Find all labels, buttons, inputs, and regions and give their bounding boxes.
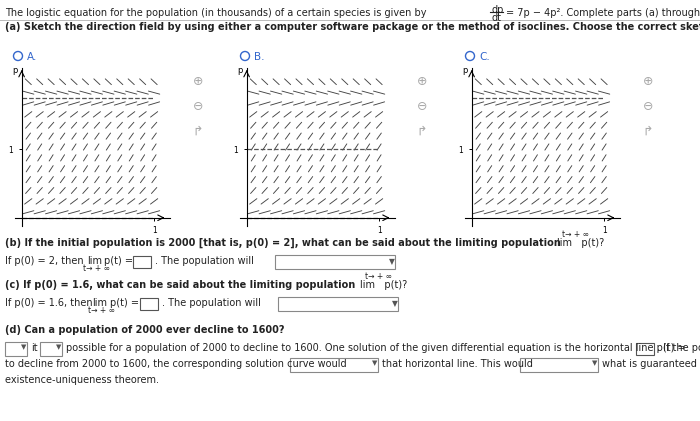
Text: (b) If the initial population is 2000 [that is, p(0) = 2], what can be said abou: (b) If the initial population is 2000 [t… (5, 238, 561, 248)
Text: ⊕: ⊕ (643, 75, 653, 88)
Text: that horizontal line. This would: that horizontal line. This would (382, 359, 533, 369)
Bar (290, 358, 378, 372)
Text: ↱: ↱ (643, 125, 653, 138)
Text: ▼: ▼ (21, 344, 27, 350)
Text: p(t) =: p(t) = (110, 298, 139, 308)
Text: it: it (31, 343, 38, 353)
Bar (520, 358, 598, 372)
Text: p: p (13, 66, 18, 75)
Text: = 7p − 4p². Complete parts (a) through (d) below.: = 7p − 4p². Complete parts (a) through (… (506, 8, 700, 18)
Text: (c) If p(0) = 1.6, what can be said about the limiting population: (c) If p(0) = 1.6, what can be said abou… (5, 280, 355, 290)
Text: possible for a population of 2000 to decline to 1600. One solution of the given : possible for a population of 2000 to dec… (66, 343, 685, 353)
Text: p: p (462, 66, 468, 75)
Text: ▼: ▼ (56, 344, 62, 350)
Text: t→ + ∞: t→ + ∞ (88, 306, 115, 315)
Text: . If the population were: . If the population were (657, 343, 700, 353)
Text: ↱: ↱ (193, 125, 203, 138)
Text: . The population will: . The population will (155, 256, 254, 266)
Bar (636, 343, 654, 355)
Text: t→ + ∞: t→ + ∞ (83, 264, 110, 273)
Bar (140, 298, 158, 310)
Bar (40, 342, 62, 356)
Text: (d) Can a population of 2000 ever decline to 1600?: (d) Can a population of 2000 ever declin… (5, 325, 284, 335)
Bar (275, 255, 395, 269)
Bar (278, 297, 398, 311)
Text: ▼: ▼ (389, 257, 395, 266)
Text: existence-uniqueness theorem.: existence-uniqueness theorem. (5, 375, 159, 385)
Text: lim: lim (92, 298, 107, 308)
Text: B.: B. (254, 52, 265, 62)
Text: (a) Sketch the direction field by using either a computer software package or th: (a) Sketch the direction field by using … (5, 22, 700, 32)
Text: ↱: ↱ (416, 125, 427, 138)
Text: ▼: ▼ (592, 360, 598, 366)
Text: what is guaranteed by the: what is guaranteed by the (602, 359, 700, 369)
Bar (133, 256, 151, 268)
Text: t→ + ∞: t→ + ∞ (562, 230, 589, 239)
Text: ▼: ▼ (372, 360, 378, 366)
Text: p: p (237, 66, 243, 75)
Text: A.: A. (27, 52, 37, 62)
Text: ⊖: ⊖ (416, 100, 427, 113)
Text: ⊖: ⊖ (643, 100, 653, 113)
Text: lim   p(t)?: lim p(t)? (360, 280, 407, 290)
Text: C.: C. (479, 52, 490, 62)
Text: The logistic equation for the population (in thousands) of a certain species is : The logistic equation for the population… (5, 8, 426, 18)
Text: . The population will: . The population will (162, 298, 261, 308)
Text: lim: lim (87, 256, 102, 266)
Text: ▼: ▼ (392, 299, 398, 308)
Text: p(t) =: p(t) = (104, 256, 133, 266)
Text: lim   p(t)?: lim p(t)? (557, 238, 604, 248)
Text: t→ + ∞: t→ + ∞ (365, 272, 392, 281)
Text: dt: dt (492, 13, 502, 23)
Text: ⊖: ⊖ (193, 100, 203, 113)
Text: ⊕: ⊕ (416, 75, 427, 88)
Text: ⊕: ⊕ (193, 75, 203, 88)
Bar (5, 342, 27, 356)
Text: dp: dp (492, 5, 505, 15)
Text: If p(0) = 2, then: If p(0) = 2, then (5, 256, 83, 266)
Text: to decline from 2000 to 1600, the corresponding solution curve would: to decline from 2000 to 1600, the corres… (5, 359, 346, 369)
Text: If p(0) = 1.6, then: If p(0) = 1.6, then (5, 298, 92, 308)
